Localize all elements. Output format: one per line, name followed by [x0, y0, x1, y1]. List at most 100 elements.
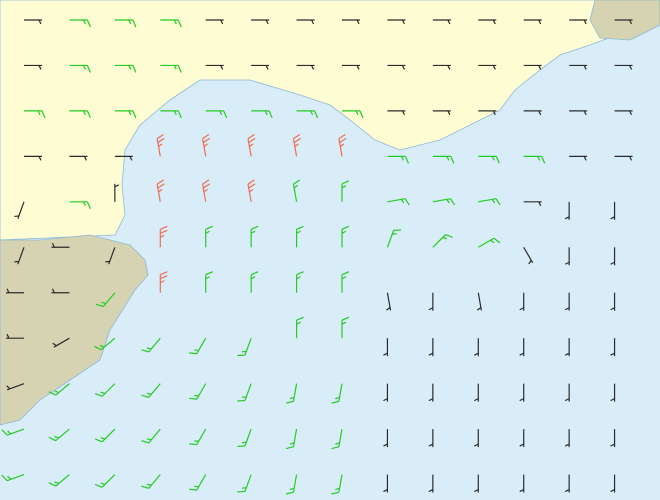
- wind-barb: [331, 474, 343, 495]
- wind-barb: [141, 428, 161, 444]
- barb-flag: [519, 398, 524, 402]
- barb-flag: [194, 485, 199, 488]
- barb-flag: [264, 110, 268, 116]
- barb-flag: [331, 491, 340, 495]
- wind-barb: [6, 383, 25, 391]
- barb-flag: [393, 229, 402, 231]
- barb-shaft: [101, 474, 116, 488]
- wind-barb: [296, 64, 315, 70]
- wind-barb: [432, 155, 455, 164]
- barb-flag: [220, 19, 224, 25]
- barb-flag: [428, 307, 434, 311]
- wind-barb: [428, 292, 434, 311]
- wind-barb: [519, 292, 525, 311]
- barb-flag: [610, 307, 615, 311]
- wind-barb: [205, 271, 213, 293]
- barb-flag: [249, 188, 254, 193]
- wind-barb: [189, 337, 207, 355]
- barb-flag: [356, 19, 360, 25]
- wind-barb: [295, 225, 304, 248]
- wind-barb: [251, 110, 273, 119]
- barb-flag: [293, 133, 301, 140]
- barb-flag: [339, 143, 345, 147]
- wind-barb: [523, 201, 542, 207]
- barb-flag: [564, 398, 570, 402]
- barb-shaft: [386, 292, 392, 311]
- barb-flag: [160, 275, 168, 280]
- wind-barb: [48, 383, 70, 396]
- wind-barb: [428, 338, 434, 357]
- wind-barb: [159, 225, 168, 248]
- wind-barb: [564, 383, 570, 402]
- barb-shaft: [196, 428, 207, 445]
- barb-flag: [41, 110, 46, 119]
- barb-flag: [189, 488, 197, 491]
- barb-flag: [341, 321, 347, 325]
- barb-flag: [241, 350, 247, 353]
- barb-flag: [249, 143, 254, 147]
- wind-barb: [94, 474, 116, 488]
- barb-flag: [386, 307, 391, 311]
- barb-flag: [101, 301, 106, 305]
- barb-flag: [82, 110, 86, 116]
- wind-barb: [610, 292, 616, 311]
- barb-flag: [94, 392, 103, 397]
- barb-flag: [7, 430, 12, 435]
- wind-barb: [610, 383, 616, 402]
- wind-barb: [69, 155, 88, 161]
- wind-barb: [519, 383, 525, 402]
- wind-barb: [474, 429, 479, 448]
- wind-barb: [296, 19, 315, 25]
- wind-barb: [247, 133, 256, 157]
- wind-barb: [432, 64, 451, 70]
- barb-flag: [82, 201, 86, 207]
- barb-flag: [86, 201, 91, 210]
- barb-flag: [14, 215, 19, 218]
- wind-barb: [292, 179, 301, 202]
- wind-barb: [564, 201, 570, 220]
- barb-flag: [160, 225, 168, 230]
- wind-barb: [614, 64, 633, 70]
- barb-flag: [250, 271, 259, 276]
- wind-barb: [201, 133, 210, 157]
- barb-flag: [400, 156, 404, 161]
- wind-barb: [478, 64, 497, 70]
- barb-flag: [610, 216, 615, 220]
- barb-flag: [289, 487, 295, 491]
- barb-flag: [289, 442, 295, 445]
- barb-flag: [476, 307, 482, 311]
- barb-flag: [296, 316, 304, 321]
- wind-barb: [387, 155, 409, 164]
- barb-shaft: [201, 183, 207, 202]
- barb-flag: [564, 489, 570, 493]
- barb-flag: [265, 65, 269, 70]
- wind-barb: [519, 429, 525, 448]
- wind-barb: [564, 247, 570, 266]
- barb-flag: [428, 489, 434, 493]
- wind-barb: [428, 429, 434, 448]
- wind-barb: [432, 198, 456, 206]
- barb-flag: [94, 483, 103, 488]
- barb-flag: [237, 490, 246, 493]
- barb-flag: [54, 481, 59, 485]
- wind-barb: [52, 337, 70, 348]
- barb-shaft: [108, 247, 116, 265]
- barb-shaft: [55, 474, 70, 487]
- wind-barb: [48, 474, 70, 487]
- barb-flag: [237, 399, 246, 402]
- wind-barb: [296, 110, 319, 119]
- wind-barb: [285, 474, 298, 495]
- wind-barb: [285, 383, 298, 404]
- wind-barb: [474, 338, 479, 357]
- barb-shaft: [338, 474, 343, 493]
- barb-flag: [6, 288, 10, 293]
- barb-shaft: [148, 474, 161, 489]
- wind-barb: [141, 383, 161, 398]
- barb-flag: [203, 143, 208, 147]
- barb-flag: [82, 19, 86, 25]
- wind-barb: [428, 383, 434, 402]
- barb-flag: [537, 156, 541, 161]
- barb-shaft: [244, 383, 252, 401]
- wind-barb: [24, 155, 42, 161]
- barb-flag: [314, 110, 319, 119]
